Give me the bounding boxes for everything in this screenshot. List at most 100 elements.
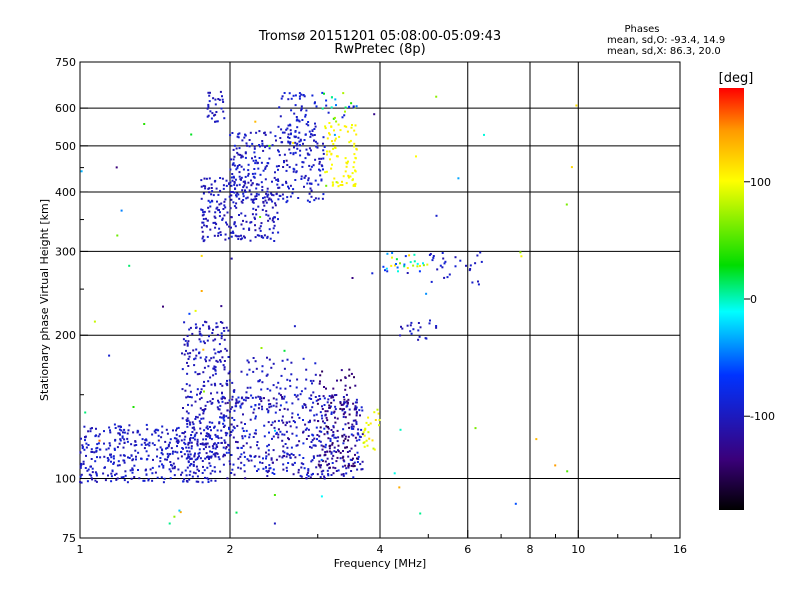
- echo-point: [281, 95, 284, 98]
- echo-point: [244, 134, 247, 137]
- echo-point: [161, 463, 163, 466]
- echo-point: [310, 195, 313, 198]
- echo-point: [171, 452, 174, 455]
- echo-point: [198, 455, 200, 458]
- echo-point: [309, 187, 312, 190]
- echo-point: [335, 120, 338, 123]
- echo-point: [134, 449, 137, 452]
- echo-point: [196, 444, 199, 447]
- echo-point: [305, 123, 308, 126]
- echo-point: [334, 147, 337, 149]
- echo-point: [131, 467, 134, 470]
- echo-point: [216, 429, 219, 432]
- chart-title: Tromsø 20151201 05:08:00-05:09:43: [258, 29, 501, 44]
- echo-point: [265, 457, 267, 460]
- echo-point: [483, 133, 485, 136]
- echo-point: [332, 147, 335, 150]
- echo-point: [257, 407, 260, 410]
- echo-point: [270, 198, 273, 201]
- echo-point: [217, 234, 220, 237]
- echo-point: [157, 429, 160, 432]
- echo-point: [206, 477, 209, 480]
- echo-point: [187, 340, 190, 343]
- echo-point: [322, 142, 324, 145]
- echo-point: [352, 476, 355, 479]
- echo-point: [344, 437, 347, 440]
- echo-point: [327, 111, 330, 114]
- echo-point: [240, 223, 243, 226]
- echo-point: [189, 470, 192, 473]
- echo-point: [295, 395, 298, 398]
- echo-point: [350, 464, 353, 467]
- echo-point: [240, 234, 242, 237]
- echo-point: [112, 463, 115, 465]
- echo-point: [345, 472, 348, 475]
- echo-point: [217, 399, 219, 402]
- echo-point: [294, 141, 297, 144]
- echo-point: [217, 401, 220, 404]
- echo-point: [235, 405, 238, 408]
- echo-point: [454, 265, 457, 268]
- echo-point: [95, 472, 98, 475]
- echo-point: [156, 455, 158, 458]
- echo-point: [240, 370, 243, 373]
- echo-point: [279, 404, 282, 407]
- echo-point: [431, 259, 434, 262]
- echo-point: [121, 436, 124, 439]
- echo-point: [85, 454, 87, 457]
- echo-point: [307, 469, 310, 472]
- echo-point: [217, 437, 220, 440]
- echo-point: [122, 446, 125, 449]
- echo-point: [281, 131, 284, 134]
- echo-point: [123, 479, 126, 482]
- echo-point: [128, 264, 131, 267]
- echo-point: [265, 164, 268, 167]
- echo-point: [247, 397, 250, 399]
- echo-point: [198, 338, 201, 341]
- echo-point: [249, 386, 252, 389]
- echo-point: [348, 141, 351, 144]
- echo-point: [430, 280, 433, 283]
- echo-point: [328, 404, 331, 407]
- echo-point: [395, 263, 397, 265]
- echo-point: [287, 185, 289, 188]
- y-tick-label: 300: [55, 245, 76, 258]
- echo-point: [222, 455, 225, 458]
- echo-point: [151, 466, 154, 469]
- echo-point: [336, 181, 339, 184]
- echo-point: [273, 426, 276, 429]
- echo-point: [110, 475, 113, 478]
- echo-point: [283, 367, 286, 370]
- echo-point: [182, 407, 184, 409]
- echo-point: [204, 187, 207, 190]
- echo-point: [256, 470, 258, 472]
- echo-point: [345, 165, 348, 168]
- echo-point: [206, 339, 209, 342]
- echo-point: [130, 443, 133, 446]
- echo-point: [244, 214, 247, 217]
- echo-point: [220, 337, 223, 340]
- echo-point: [145, 468, 147, 471]
- echo-point: [329, 450, 331, 453]
- echo-point: [110, 460, 112, 463]
- echo-point: [279, 430, 282, 433]
- phase-stats-x: mean, sd,X: 86.3, 20.0: [607, 46, 721, 57]
- echo-point: [320, 164, 323, 167]
- echo-point: [314, 140, 317, 143]
- echo-point: [215, 111, 218, 113]
- echo-point: [222, 396, 225, 399]
- echo-point: [575, 104, 578, 107]
- echo-point: [209, 205, 212, 208]
- echo-point: [254, 236, 257, 239]
- echo-point: [285, 201, 288, 204]
- echo-point: [305, 378, 308, 381]
- echo-point: [353, 183, 356, 186]
- echo-point: [194, 472, 197, 475]
- echo-point: [288, 454, 291, 457]
- echo-point: [135, 458, 137, 461]
- echo-point: [230, 423, 233, 426]
- echo-point: [258, 455, 261, 458]
- echo-point: [297, 197, 300, 199]
- echo-point: [324, 125, 327, 128]
- echo-point: [212, 328, 214, 331]
